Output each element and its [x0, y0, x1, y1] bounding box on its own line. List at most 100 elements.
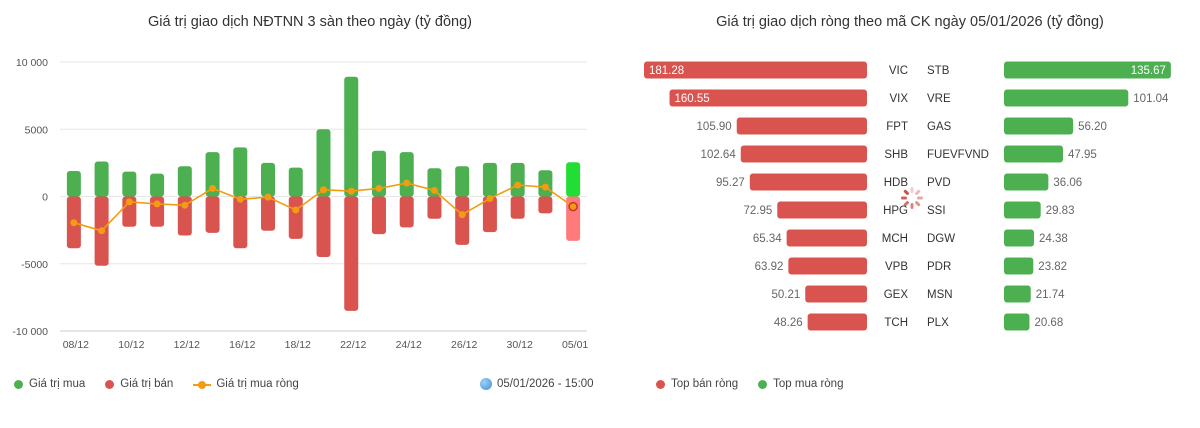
- x-tick-label: 08/12: [63, 339, 89, 351]
- y-tick-label: -10 000: [12, 326, 48, 338]
- sell-bar: [233, 196, 248, 249]
- sell-value-label: 50.21: [771, 289, 800, 301]
- net-point: [320, 186, 327, 194]
- net-point: [292, 206, 300, 214]
- right-chart-title: Giá trị giao dịch ròng theo mã CK ngày 0…: [716, 14, 1104, 30]
- legend-item-net[interactable]: Giá trị mua ròng: [193, 378, 299, 390]
- legend-net-label: Giá trị mua ròng: [216, 378, 299, 390]
- buy-ticker-label: SSI: [927, 205, 946, 217]
- spinner-petal: [901, 196, 907, 200]
- sell-bar: [786, 229, 867, 247]
- sell-value-label: 102.64: [701, 149, 737, 161]
- sell-ticker-label: MCH: [882, 233, 908, 245]
- spinner-petal: [915, 201, 921, 207]
- update-timestamp: 05/01/2026 - 15:00: [480, 378, 594, 390]
- net-point: [125, 198, 133, 206]
- sell-value-label: 63.92: [755, 261, 784, 273]
- x-tick-label: 18/12: [285, 339, 311, 351]
- net-point: [486, 195, 494, 203]
- sell-bar: [669, 89, 867, 107]
- buy-bar: [566, 162, 581, 197]
- net-point: [403, 179, 411, 187]
- globe-icon: [480, 378, 492, 390]
- buy-bar: [316, 129, 331, 197]
- y-tick-label: -5000: [21, 259, 48, 271]
- net-point: [98, 227, 106, 235]
- legend-buy-label: Giá trị mua: [29, 378, 86, 390]
- sell-bar: [749, 173, 867, 191]
- buy-bar: [1004, 89, 1129, 107]
- buy-bar: [1004, 145, 1063, 163]
- net-point: [181, 201, 189, 209]
- legend-item-sell[interactable]: Giá trị bán: [105, 378, 173, 390]
- buy-bar: [1004, 61, 1171, 79]
- net-point: [236, 195, 244, 203]
- sell-ticker-label: FPT: [886, 121, 908, 133]
- right-legend: Top bán ròng Top mua ròng: [656, 378, 863, 390]
- net-point: [430, 186, 438, 194]
- buy-ticker-label: PLX: [927, 317, 949, 329]
- sell-value-label: 105.90: [697, 121, 732, 133]
- sell-ticker-label: GEX: [884, 289, 909, 301]
- sell-bar: [777, 201, 867, 219]
- buy-bar: [233, 147, 248, 197]
- x-tick-label: 12/12: [174, 339, 200, 351]
- buy-dot-icon: [758, 379, 768, 389]
- x-tick-label: 22/12: [340, 339, 366, 351]
- buy-bar: [66, 170, 81, 197]
- sell-value-label: 65.34: [753, 233, 782, 245]
- legend-item-top-sell[interactable]: Top bán ròng: [656, 378, 738, 390]
- buy-bar: [1004, 117, 1074, 135]
- sell-bar: [371, 196, 386, 235]
- sell-bar: [261, 196, 276, 231]
- buy-bar: [399, 152, 414, 197]
- buy-bar: [122, 171, 137, 197]
- buy-bar: [1004, 201, 1041, 219]
- sell-bar: [455, 196, 470, 245]
- buy-bar: [1004, 285, 1031, 303]
- sell-value-label: 48.26: [774, 317, 803, 329]
- net-point: [375, 184, 383, 192]
- buy-bar: [482, 162, 497, 197]
- sell-ticker-label: VPB: [885, 261, 908, 273]
- buy-value-label: 36.06: [1053, 177, 1082, 189]
- sell-value-label: 160.55: [675, 93, 710, 105]
- x-tick-label: 26/12: [451, 339, 477, 351]
- buy-ticker-label: MSN: [927, 289, 953, 301]
- y-tick-label: 0: [42, 192, 48, 204]
- buy-bar: [1004, 313, 1030, 331]
- buy-ticker-label: PDR: [927, 261, 951, 273]
- sell-bar: [288, 196, 303, 239]
- buy-ticker-label: VRE: [927, 93, 951, 105]
- buy-ticker-label: PVD: [927, 177, 951, 189]
- net-point: [153, 200, 161, 208]
- sell-ticker-label: VIC: [889, 65, 908, 77]
- sell-bar: [736, 117, 867, 135]
- buy-bar: [150, 173, 165, 197]
- legend-item-top-buy[interactable]: Top mua ròng: [758, 378, 843, 390]
- buy-value-label: 21.74: [1036, 289, 1065, 301]
- spinner-petal: [910, 187, 914, 193]
- sell-bar: [399, 196, 414, 228]
- sell-bar: [205, 196, 220, 233]
- buy-bar: [1004, 229, 1034, 247]
- buy-bar: [288, 167, 303, 197]
- buy-value-label: 23.82: [1038, 261, 1067, 273]
- buy-ticker-label: STB: [927, 65, 950, 77]
- sell-bar: [427, 196, 442, 219]
- legend-item-buy[interactable]: Giá trị mua: [14, 378, 85, 390]
- buy-ticker-label: GAS: [927, 121, 952, 133]
- spinner-petal: [915, 189, 921, 195]
- net-point: [347, 187, 355, 195]
- y-tick-label: 5000: [25, 124, 49, 136]
- sell-bar: [510, 196, 525, 219]
- buy-bar: [371, 150, 386, 197]
- legend-sell-label: Giá trị bán: [120, 378, 174, 390]
- y-tick-label: 10 000: [16, 57, 48, 69]
- net-point: [458, 211, 466, 219]
- sell-bar: [538, 196, 553, 214]
- sell-bar: [788, 257, 867, 275]
- sell-ticker-label: VIX: [889, 93, 908, 105]
- buy-bar: [1004, 173, 1049, 191]
- spinner-petal: [903, 189, 909, 195]
